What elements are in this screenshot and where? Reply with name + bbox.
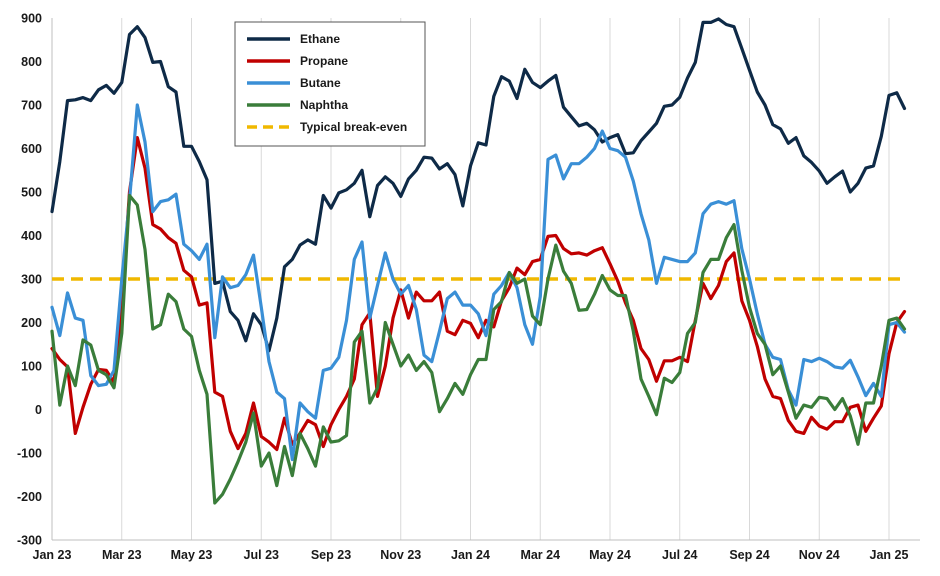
y-tick-label: -100 <box>17 447 42 461</box>
x-tick-label: May 24 <box>589 548 631 562</box>
x-tick-label: Nov 24 <box>799 548 840 562</box>
legend: Ethane Propane Butane Naphtha Typical break-… <box>234 21 426 147</box>
x-tick-label: Jul 23 <box>244 548 279 562</box>
x-tick-label: Mar 23 <box>102 548 142 562</box>
y-tick-labels: -300 -200 -100 0 100 200 300 400 500 600 700 800 900 <box>17 12 42 548</box>
legend-label-typical-break-even: Typical break-even <box>300 120 407 134</box>
y-tick-label: -200 <box>17 490 42 504</box>
y-tick-label: -300 <box>17 534 42 548</box>
x-tick-label: Sep 24 <box>729 548 769 562</box>
series-lines <box>50 17 907 505</box>
y-tick-label: 500 <box>21 186 42 200</box>
legend-label-naphtha: Naphtha <box>300 98 348 112</box>
y-tick-label: 300 <box>21 273 42 287</box>
y-tick-label: 600 <box>21 142 42 156</box>
y-tick-label: 700 <box>21 99 42 113</box>
legend-label-butane: Butane <box>300 76 341 90</box>
x-tick-label: May 23 <box>171 548 213 562</box>
x-tick-label: Nov 23 <box>380 548 421 562</box>
y-tick-label: 800 <box>21 55 42 69</box>
series-line-ethane <box>50 17 907 353</box>
x-tick-labels: Jan 23 Mar 23 May 23 Jul 23 Sep 23 Nov 23 Jan … <box>33 548 909 562</box>
y-tick-label: 400 <box>21 229 42 243</box>
series-line-naphtha <box>50 193 907 505</box>
x-tick-label: Jan 23 <box>33 548 72 562</box>
legend-label-ethane: Ethane <box>300 32 340 46</box>
x-tick-label: Jan 25 <box>870 548 909 562</box>
series-line-propane <box>50 136 907 452</box>
y-tick-label: 100 <box>21 360 42 374</box>
x-tick-label: Mar 24 <box>520 548 560 562</box>
legend-label-propane: Propane <box>300 54 348 68</box>
x-tick-label: Jul 24 <box>662 548 697 562</box>
y-tick-label: 900 <box>21 12 42 26</box>
x-tick-label: Sep 23 <box>311 548 351 562</box>
series-line-butane <box>50 103 907 462</box>
y-tick-label: 0 <box>35 403 42 417</box>
y-tick-label: 200 <box>21 316 42 330</box>
x-tick-label: Jan 24 <box>451 548 490 562</box>
